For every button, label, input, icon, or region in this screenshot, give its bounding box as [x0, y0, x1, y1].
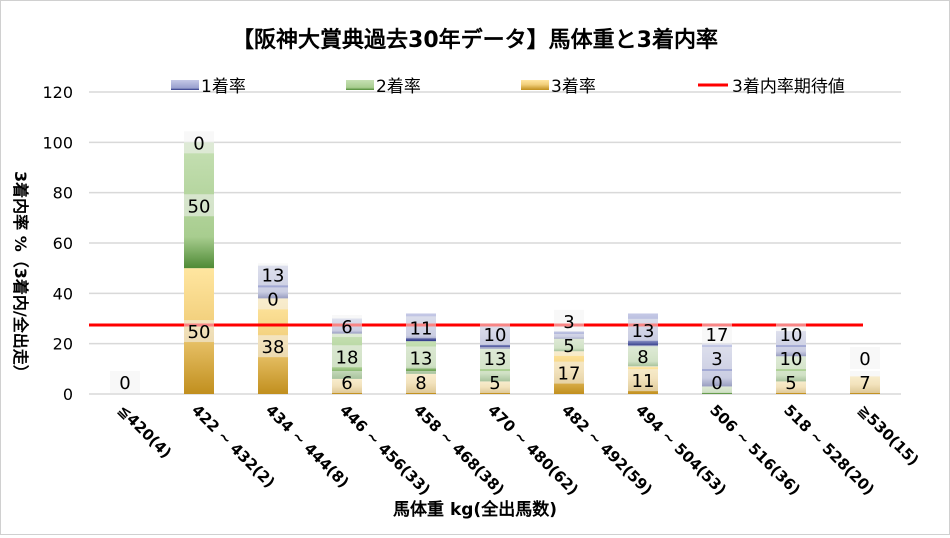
data-label: 0 — [267, 289, 278, 310]
data-label: 3 — [711, 349, 722, 370]
data-label: 5 — [489, 373, 500, 394]
y-tick-label: 100 — [42, 133, 73, 152]
data-label: 13 — [410, 349, 433, 370]
data-label-bg — [332, 315, 362, 338]
data-label: 17 — [558, 364, 581, 385]
legend-swatch — [346, 80, 374, 90]
legend-label: 3着内率期待値 — [732, 77, 845, 97]
data-label: 11 — [410, 318, 433, 339]
y-tick-labels: 0 20 40 60 80 100 120 — [42, 83, 73, 404]
data-label: 0 — [119, 373, 130, 394]
data-label-bg — [332, 345, 362, 368]
y-tick-label: 20 — [53, 335, 73, 354]
x-tick-label: ≦420(4) — [114, 401, 175, 462]
data-label-bg — [554, 361, 584, 384]
data-label-bg — [850, 347, 880, 369]
y-tick-label: 120 — [42, 83, 73, 102]
data-label-bg — [776, 347, 806, 369]
y-tick-label: 0 — [63, 385, 73, 404]
data-label-bg — [480, 323, 510, 345]
data-label-bg — [776, 371, 806, 393]
data-label: 8 — [415, 373, 426, 394]
data-label: 50 — [188, 196, 211, 217]
data-label-bg — [184, 194, 214, 217]
data-label: 6 — [341, 373, 352, 394]
data-label-bg — [702, 371, 732, 393]
data-label: 0 — [859, 349, 870, 370]
legend-label: 3着率 — [551, 77, 596, 97]
data-label-bg — [850, 371, 880, 393]
data-label: 13 — [632, 321, 655, 342]
data-label: 6 — [341, 317, 352, 338]
data-label-bg — [702, 323, 732, 345]
data-label: 3 — [563, 312, 574, 333]
data-label: 5 — [563, 336, 574, 357]
data-label-bg — [628, 318, 658, 341]
data-label-bg — [702, 347, 732, 369]
data-label-bg — [258, 263, 288, 286]
data-label-bg — [332, 371, 362, 393]
x-tick-label: ≧530(15) — [854, 401, 922, 469]
data-label-bg — [776, 323, 806, 345]
legend-label: 2着率 — [376, 77, 421, 97]
y-axis-title: 3着内率 %（3着内/全出走） — [11, 171, 30, 381]
data-label-bg — [628, 345, 658, 368]
x-axis-title: 馬体重 kg(全出馬数) — [393, 499, 557, 520]
data-label: 0 — [711, 373, 722, 394]
bars — [184, 142, 880, 394]
data-label: 10 — [780, 349, 803, 370]
legend-swatch — [171, 80, 199, 90]
data-label: 11 — [632, 371, 655, 392]
data-label: 5 — [785, 373, 796, 394]
data-label-bg — [258, 335, 288, 358]
legend-swatch — [521, 80, 549, 90]
data-label: 10 — [484, 325, 507, 346]
data-label-bg — [184, 131, 214, 154]
legend-label: 1着率 — [201, 77, 246, 97]
y-tick-label: 40 — [53, 284, 73, 303]
data-label: 17 — [706, 325, 729, 346]
data-label-bg — [480, 347, 510, 369]
data-label-bg — [184, 320, 214, 343]
y-tick-label: 80 — [53, 184, 73, 203]
data-labels: 0 50 50 0 38 0 13 6 18 6 8 13 11 5 13 10 17 5 3 11 8 13 0 3 17 5 1… — [110, 131, 880, 394]
data-label: 13 — [484, 349, 507, 370]
data-label: 10 — [780, 325, 803, 346]
data-label: 50 — [188, 322, 211, 343]
x-tick-labels: ≦420(4) 422 ~ 432(2)434 ~ 444(8)446 ~ 456… — [114, 401, 922, 499]
data-label: 7 — [859, 373, 870, 394]
data-label-bg — [406, 316, 436, 339]
data-label: 18 — [336, 347, 359, 368]
data-label-bg — [628, 369, 658, 392]
chart-title: 【阪神大賞典過去30年データ】馬体重と3着内率 — [232, 27, 718, 53]
gridlines — [89, 91, 901, 395]
data-label-bg — [110, 371, 140, 393]
data-label-bg — [554, 333, 584, 356]
data-label-bg — [406, 371, 436, 393]
data-label: 8 — [637, 347, 648, 368]
data-label-bg — [406, 346, 436, 369]
data-label: 13 — [262, 265, 285, 286]
legend: 1着率 2着率 3着率 3着内率期待値 — [171, 77, 845, 97]
data-label-bg — [258, 287, 288, 310]
data-label-bg — [554, 309, 584, 332]
data-label-bg — [480, 371, 510, 393]
y-tick-label: 60 — [53, 234, 73, 253]
data-label: 0 — [193, 133, 204, 154]
data-label: 38 — [262, 337, 285, 358]
